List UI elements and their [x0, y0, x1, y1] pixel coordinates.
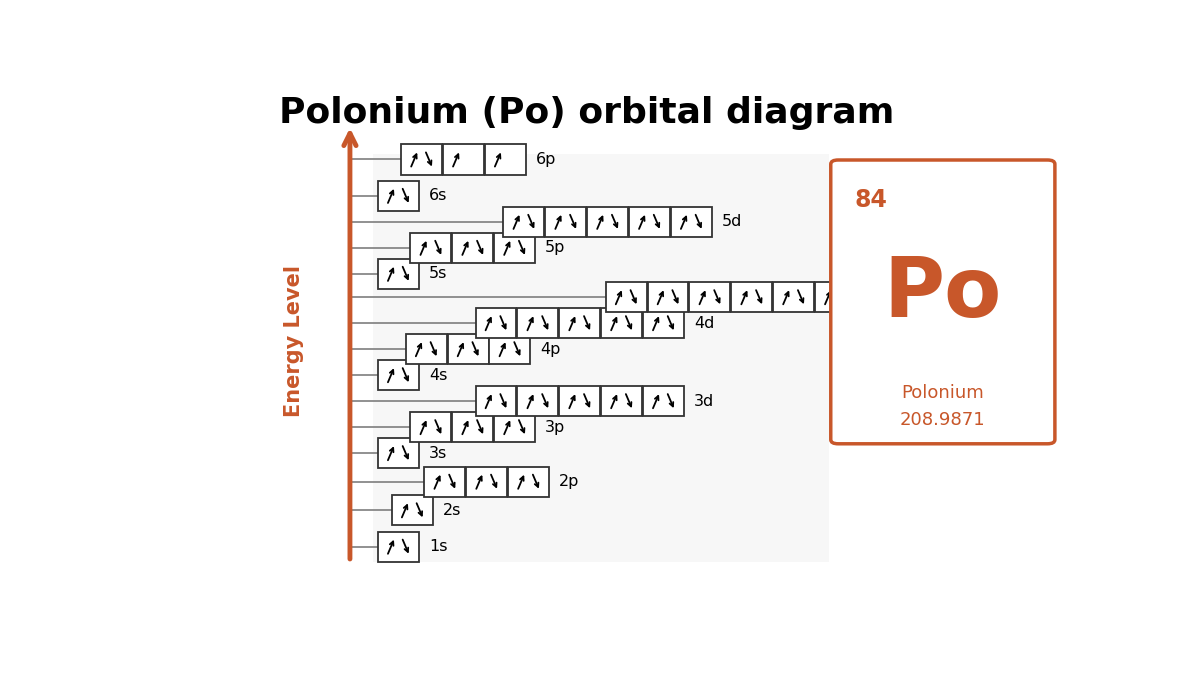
Text: 2s: 2s	[443, 503, 461, 518]
Text: 4s: 4s	[430, 368, 448, 383]
Bar	[401, 144, 442, 175]
Bar	[587, 207, 628, 237]
Bar	[773, 282, 814, 313]
Bar	[643, 386, 684, 416]
Bar	[671, 207, 712, 237]
Text: 4p: 4p	[541, 342, 560, 356]
Bar	[373, 154, 829, 562]
Bar	[517, 308, 558, 338]
Bar	[475, 308, 516, 338]
Bar	[559, 308, 600, 338]
Bar	[689, 282, 731, 313]
Bar	[410, 233, 451, 263]
Text: Polonium: Polonium	[901, 384, 984, 402]
Bar	[378, 181, 419, 211]
Bar	[643, 308, 684, 338]
Bar	[475, 386, 516, 416]
Bar	[391, 495, 433, 525]
Bar	[508, 466, 548, 497]
Bar	[378, 438, 419, 468]
Text: 3p: 3p	[545, 420, 565, 435]
Bar	[406, 334, 446, 364]
Bar	[545, 207, 586, 237]
Text: Po: Po	[883, 253, 1002, 334]
Text: 208.9871: 208.9871	[900, 411, 985, 429]
FancyBboxPatch shape	[830, 160, 1055, 443]
Text: Polonium (Po) orbital diagram: Polonium (Po) orbital diagram	[280, 96, 895, 130]
Bar	[601, 386, 642, 416]
Bar	[517, 386, 558, 416]
Bar	[425, 466, 466, 497]
Text: 6s: 6s	[430, 188, 448, 203]
Text: 4f: 4f	[908, 290, 924, 304]
Text: 3s: 3s	[430, 446, 448, 460]
Bar	[494, 233, 535, 263]
Bar	[452, 412, 493, 442]
Text: 84: 84	[854, 188, 888, 211]
Text: 6p: 6p	[536, 152, 557, 167]
Bar	[601, 308, 642, 338]
Bar	[606, 282, 647, 313]
Text: 3d: 3d	[694, 394, 714, 408]
Bar	[452, 233, 493, 263]
Text: 5s: 5s	[430, 267, 448, 281]
Bar	[648, 282, 689, 313]
Text: 2p: 2p	[559, 475, 580, 489]
Text: Energy Level: Energy Level	[284, 265, 304, 417]
Bar	[410, 412, 451, 442]
Bar	[485, 144, 526, 175]
Bar	[490, 334, 530, 364]
Text: 4d: 4d	[694, 316, 714, 331]
Bar	[443, 144, 484, 175]
Bar	[504, 207, 545, 237]
Bar	[731, 282, 772, 313]
Bar	[378, 532, 419, 562]
Bar	[629, 207, 670, 237]
Bar	[494, 412, 535, 442]
Bar	[857, 282, 898, 313]
Bar	[466, 466, 508, 497]
Bar	[559, 386, 600, 416]
Bar	[378, 259, 419, 289]
Bar	[815, 282, 856, 313]
Text: 1s: 1s	[430, 539, 448, 554]
Bar	[448, 334, 488, 364]
Text: 5d: 5d	[722, 215, 743, 230]
Bar	[378, 360, 419, 390]
Text: 5p: 5p	[545, 240, 565, 255]
